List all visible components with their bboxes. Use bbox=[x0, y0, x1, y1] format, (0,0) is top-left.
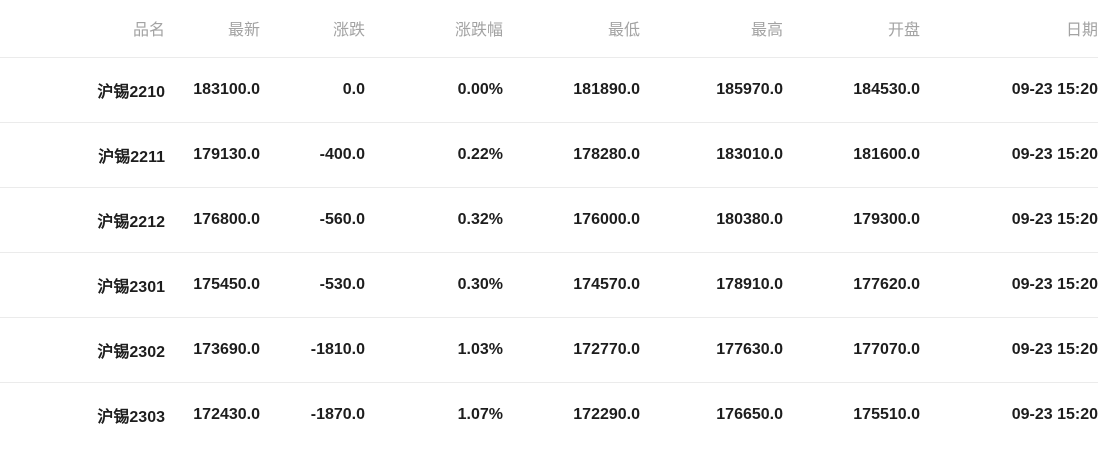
contract-name[interactable]: 沪锡2211 bbox=[0, 122, 165, 188]
contract-name[interactable]: 沪锡2301 bbox=[0, 252, 165, 318]
table-row: 沪锡2301 175450.0 -530.0 0.30% 174570.0 17… bbox=[0, 252, 1098, 318]
latest-price: 179130.0 bbox=[165, 122, 260, 188]
quote-date: 09-23 15:20 bbox=[920, 122, 1098, 188]
price-change-pct: 1.03% bbox=[365, 317, 503, 383]
high-price: 177630.0 bbox=[640, 317, 783, 383]
price-change: -1810.0 bbox=[260, 317, 365, 383]
column-header-change-pct: 涨跌幅 bbox=[365, 0, 503, 58]
open-price: 177070.0 bbox=[783, 317, 920, 383]
open-price: 177620.0 bbox=[783, 252, 920, 318]
column-header-latest: 最新 bbox=[165, 0, 260, 58]
price-change-pct: 0.00% bbox=[365, 57, 503, 123]
quote-date: 09-23 15:20 bbox=[920, 252, 1098, 318]
low-price: 176000.0 bbox=[503, 187, 640, 253]
price-change: 0.0 bbox=[260, 57, 365, 123]
price-change-pct: 0.32% bbox=[365, 187, 503, 253]
column-header-low: 最低 bbox=[503, 0, 640, 58]
contract-name[interactable]: 沪锡2302 bbox=[0, 317, 165, 383]
column-header-high: 最高 bbox=[640, 0, 783, 58]
high-price: 180380.0 bbox=[640, 187, 783, 253]
table-row: 沪锡2210 183100.0 0.0 0.00% 181890.0 18597… bbox=[0, 57, 1098, 123]
low-price: 181890.0 bbox=[503, 57, 640, 123]
price-change-pct: 0.30% bbox=[365, 252, 503, 318]
quote-date: 09-23 15:20 bbox=[920, 317, 1098, 383]
open-price: 184530.0 bbox=[783, 57, 920, 123]
column-header-change: 涨跌 bbox=[260, 0, 365, 58]
open-price: 175510.0 bbox=[853, 405, 920, 423]
price-change-pct: 0.22% bbox=[365, 122, 503, 188]
contract-name[interactable]: 沪锡2303 bbox=[97, 408, 165, 426]
contract-name[interactable]: 沪锡2210 bbox=[0, 57, 165, 123]
table-row: 沪锡2302 173690.0 -1810.0 1.03% 172770.0 1… bbox=[0, 317, 1098, 383]
column-header-open: 开盘 bbox=[783, 0, 920, 58]
price-change: -530.0 bbox=[260, 252, 365, 318]
low-price: 172770.0 bbox=[503, 317, 640, 383]
low-price: 174570.0 bbox=[503, 252, 640, 318]
table-header-row: 品名 最新 涨跌 涨跌幅 最低 最高 开盘 日期 bbox=[0, 0, 1098, 58]
high-price: 176650.0 bbox=[716, 405, 783, 423]
latest-price: 172430.0 bbox=[193, 405, 260, 423]
quote-date: 09-23 15:20 bbox=[920, 187, 1098, 253]
high-price: 178910.0 bbox=[640, 252, 783, 318]
price-change: -560.0 bbox=[260, 187, 365, 253]
low-price: 178280.0 bbox=[503, 122, 640, 188]
quote-date: 09-23 15:20 bbox=[920, 57, 1098, 123]
contract-name[interactable]: 沪锡2212 bbox=[0, 187, 165, 253]
high-price: 185970.0 bbox=[640, 57, 783, 123]
table-row: 沪锡2303 172430.0 -1870.0 1.07% 172290.0 1… bbox=[0, 382, 1098, 447]
price-change: -1870.0 bbox=[310, 405, 365, 423]
latest-price: 176800.0 bbox=[165, 187, 260, 253]
high-price: 183010.0 bbox=[640, 122, 783, 188]
low-price: 172290.0 bbox=[573, 405, 640, 423]
column-header-date: 日期 bbox=[920, 0, 1098, 58]
price-change: -400.0 bbox=[260, 122, 365, 188]
latest-price: 173690.0 bbox=[165, 317, 260, 383]
price-change-pct: 1.07% bbox=[457, 405, 503, 423]
quote-date: 09-23 15:20 bbox=[1011, 405, 1098, 423]
open-price: 181600.0 bbox=[783, 122, 920, 188]
latest-price: 183100.0 bbox=[165, 57, 260, 123]
table-row: 沪锡2212 176800.0 -560.0 0.32% 176000.0 18… bbox=[0, 187, 1098, 253]
latest-price: 175450.0 bbox=[165, 252, 260, 318]
column-header-name: 品名 bbox=[0, 0, 165, 58]
open-price: 179300.0 bbox=[783, 187, 920, 253]
table-row: 沪锡2211 179130.0 -400.0 0.22% 178280.0 18… bbox=[0, 122, 1098, 188]
